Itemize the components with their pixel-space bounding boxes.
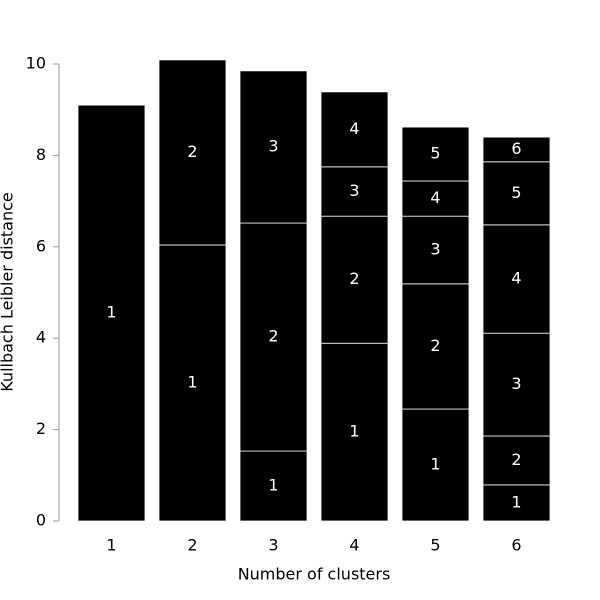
segment-label: 1 xyxy=(430,455,440,474)
segment-label: 1 xyxy=(106,303,116,322)
y-tick-label: 10 xyxy=(26,54,46,73)
bar-segment xyxy=(482,435,551,486)
segment-label: 2 xyxy=(511,450,521,469)
x-tick-label: 4 xyxy=(349,536,359,555)
x-axis-label: Number of clusters xyxy=(238,565,391,584)
bar-segment xyxy=(320,166,389,217)
segment-label: 3 xyxy=(511,374,521,393)
bar-segment xyxy=(77,104,146,522)
bar-segment xyxy=(320,342,389,522)
y-axis-label: Kullbach Leibler distance xyxy=(0,192,17,392)
y-tick-label: 4 xyxy=(36,328,46,347)
y-tick-label: 6 xyxy=(36,236,46,255)
segment-label: 2 xyxy=(187,142,197,161)
segment-label: 4 xyxy=(349,119,359,138)
segment-label: 4 xyxy=(430,188,440,207)
bar-segment xyxy=(482,224,551,334)
segment-label: 5 xyxy=(511,183,521,202)
bar-segment xyxy=(320,91,389,168)
segment-label: 2 xyxy=(349,269,359,288)
segment-label: 4 xyxy=(511,269,521,288)
y-tick-label: 2 xyxy=(36,419,46,438)
segment-label: 6 xyxy=(511,139,521,158)
bar-segment xyxy=(401,126,470,182)
segment-label: 1 xyxy=(187,372,197,391)
bar-segment xyxy=(401,180,470,217)
x-tick-label: 1 xyxy=(106,536,116,555)
bar-segment xyxy=(320,215,389,344)
segment-label: 2 xyxy=(268,327,278,346)
segment-label: 1 xyxy=(268,476,278,495)
bar-segment xyxy=(482,484,551,522)
segment-label: 3 xyxy=(430,239,440,258)
x-tick-label: 5 xyxy=(430,536,440,555)
bar-segment xyxy=(158,59,227,246)
x-tick-label: 3 xyxy=(268,536,278,555)
segment-label: 2 xyxy=(430,336,440,355)
x-tick-label: 6 xyxy=(511,536,521,555)
segment-label: 5 xyxy=(430,144,440,163)
bar-segment xyxy=(158,244,227,522)
bar-segment xyxy=(239,70,308,224)
bar-segment xyxy=(401,215,470,285)
segment-label: 1 xyxy=(349,422,359,441)
segment-label: 3 xyxy=(349,181,359,200)
y-tick-label: 8 xyxy=(36,145,46,164)
bar-segment xyxy=(482,161,551,226)
bar-segment xyxy=(239,222,308,452)
bar-segment xyxy=(401,283,470,410)
segment-label: 1 xyxy=(511,492,521,511)
bar-segment xyxy=(482,332,551,437)
x-tick-label: 2 xyxy=(187,536,197,555)
segment-label: 3 xyxy=(268,136,278,155)
bar-segment xyxy=(401,408,470,522)
bar-segment xyxy=(482,136,551,163)
bar-segment xyxy=(239,450,308,522)
y-tick-label: 0 xyxy=(36,511,46,530)
